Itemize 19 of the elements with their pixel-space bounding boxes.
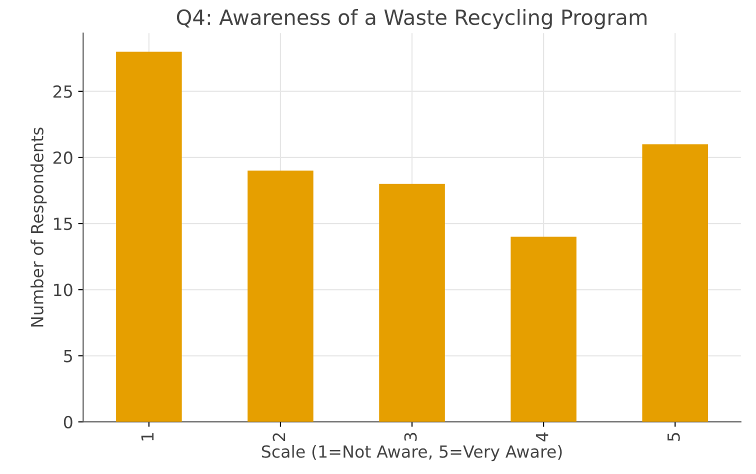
y-tick-label: 20 — [53, 151, 72, 164]
chart-title: Q4: Awareness of a Waste Recycling Program — [176, 9, 646, 30]
bar — [248, 170, 314, 422]
x-tick-label: 5 — [668, 433, 680, 441]
bar — [510, 236, 576, 422]
y-tick-label: 5 — [64, 350, 72, 362]
x-tick-label: 1 — [141, 433, 154, 440]
x-tick-label: 2 — [272, 433, 286, 441]
x-axis-title: Scale (1=Not Aware, 5=Very Aware) — [262, 444, 562, 462]
bar — [379, 184, 445, 422]
bar — [642, 144, 708, 422]
bar — [116, 52, 182, 422]
y-tick-label: 0 — [64, 416, 72, 428]
y-axis-title: Number of Respondents — [30, 128, 47, 327]
y-tick-label: 10 — [54, 284, 72, 296]
y-tick-label: 25 — [53, 85, 72, 98]
x-tick-label: 3 — [404, 432, 417, 441]
x-tick-label: 4 — [536, 432, 548, 442]
y-tick-label: 15 — [54, 218, 72, 230]
